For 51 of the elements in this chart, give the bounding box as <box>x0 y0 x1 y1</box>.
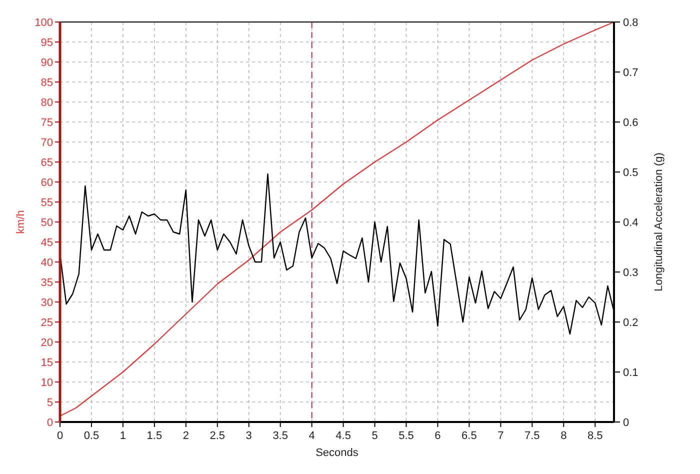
x-tick-label: 6 <box>434 430 441 442</box>
y-tick-label: 10 <box>40 377 53 389</box>
y2-tick-label: 0.1 <box>623 367 638 379</box>
x-tick-label: 0 <box>56 430 64 442</box>
x-tick-label: 4.5 <box>336 430 351 442</box>
y2-tick-label: 0.7 <box>623 67 638 79</box>
y2-tick-label: 0.4 <box>623 217 638 229</box>
y2-tick-label: 0.2 <box>623 317 638 329</box>
y2-tick-label: 0.3 <box>623 267 638 279</box>
y-tick-label: 30 <box>40 297 53 309</box>
x-tick-label: 6.5 <box>462 430 477 442</box>
x-tick-label: 1.5 <box>146 430 162 442</box>
y-tick-label: 25 <box>40 317 53 329</box>
y2-axis-title: Longitudinal Acceleration (g) <box>653 152 665 292</box>
x-tick-label: 8.5 <box>587 430 603 442</box>
y2-tick-label: 0.8 <box>623 17 638 29</box>
y-tick-label: 90 <box>40 57 53 69</box>
y-tick-label: 15 <box>40 357 53 369</box>
y-tick-label: 95 <box>40 37 53 49</box>
x-tick-label: 2 <box>182 430 189 442</box>
x-tick-label: 3.5 <box>272 430 288 442</box>
y2-tick-label: 0.5 <box>623 167 638 179</box>
y-tick-label: 60 <box>40 177 53 189</box>
y-tick-label: 70 <box>40 137 53 149</box>
y-tick-label: 40 <box>40 257 53 269</box>
x-tick-label: 4 <box>308 430 315 442</box>
y2-tick-label: 0.6 <box>623 117 638 129</box>
y-tick-label: 45 <box>40 237 53 249</box>
y-tick-label: 35 <box>40 277 53 289</box>
y-tick-label: 65 <box>40 157 53 169</box>
x-tick-label: 2.5 <box>210 430 226 442</box>
y-tick-label: 55 <box>40 197 53 209</box>
y-tick-label: 5 <box>46 397 53 409</box>
x-tick-label: 1 <box>120 430 126 442</box>
x-tick-label: 3 <box>246 430 252 442</box>
x-tick-label: 5.5 <box>398 430 414 442</box>
y-tick-label: 0 <box>46 417 53 429</box>
x-tick-label: 7 <box>498 430 504 442</box>
y-tick-label: 80 <box>40 97 53 109</box>
y2-tick-label: 0 <box>623 417 630 429</box>
y-tick-label: 85 <box>40 77 53 89</box>
x-axis-title: Seconds <box>316 447 359 459</box>
x-tick-label: 0.5 <box>84 430 100 442</box>
x-tick-label: 7.5 <box>524 430 540 442</box>
y-axis-title: km/h <box>15 210 27 234</box>
y-tick-label: 50 <box>40 217 53 229</box>
x-tick-label: 8 <box>560 430 567 442</box>
y-tick-label: 75 <box>40 117 53 129</box>
x-tick-label: 5 <box>372 430 378 442</box>
y-tick-label: 100 <box>34 17 53 29</box>
y-tick-label: 20 <box>40 337 53 349</box>
